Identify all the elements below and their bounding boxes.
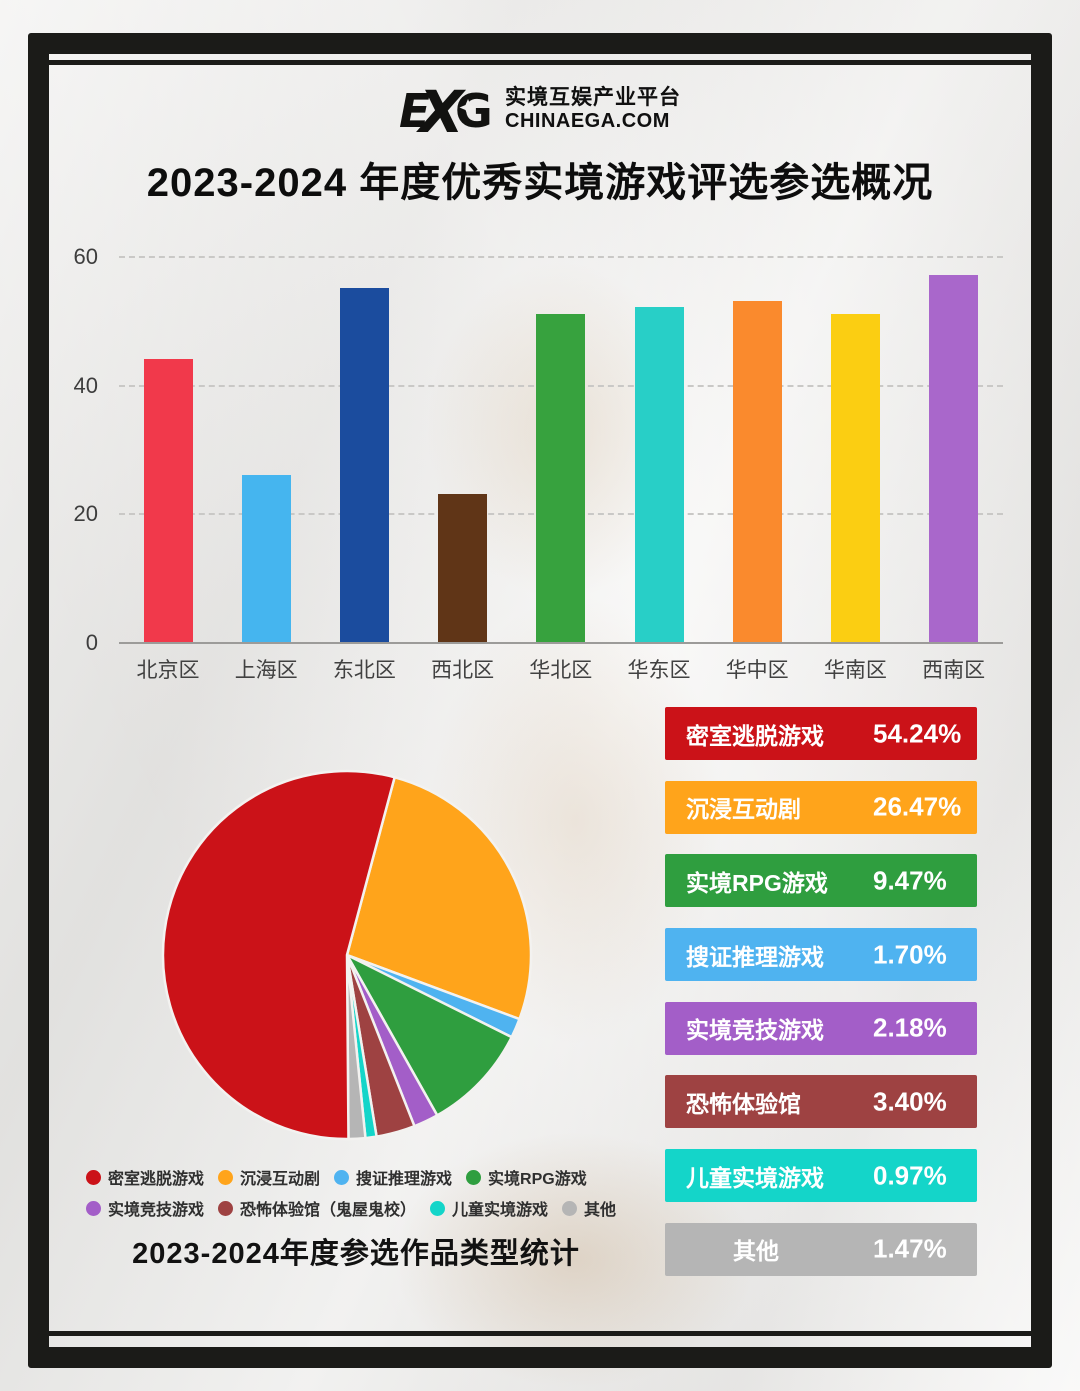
- breakdown-row: 密室逃脱游戏 54.24%: [665, 707, 977, 760]
- legend-label: 儿童实境游戏: [452, 1202, 549, 1219]
- frame-pinstripe-top: [49, 60, 1031, 65]
- bar-chart: 0 20 40 60 北京区 上海区 东北区 西北区 华北区 华东区 华中区 华南区 西南区: [50, 238, 1030, 688]
- header-logo: E X G 实境互娱产业平台 CHINAEGA.COM: [0, 80, 1080, 138]
- legend-label: 搜证推理游戏: [356, 1171, 453, 1188]
- legend-label: 沉浸互动剧: [240, 1171, 321, 1188]
- row-label: 实境竞技游戏: [686, 1017, 824, 1044]
- legend-item: 儿童实境游戏: [430, 1196, 548, 1220]
- row-label: 儿童实境游戏: [686, 1164, 824, 1191]
- bar-label: 华北区: [529, 659, 593, 682]
- bar: [830, 313, 880, 642]
- svg-text:G: G: [455, 84, 493, 138]
- breakdown-row: 儿童实境游戏 0.97%: [665, 1149, 977, 1203]
- row-value: 3.40%: [873, 1086, 947, 1117]
- legend-dot-icon: [334, 1169, 350, 1185]
- legend-label: 恐怖体验馆（鬼屋鬼校）: [240, 1202, 417, 1219]
- row-label: 恐怖体验馆: [686, 1090, 801, 1117]
- logo-platform-name: 实境互娱产业平台: [505, 86, 681, 110]
- legend-item: 恐怖体验馆（鬼屋鬼校）: [218, 1196, 416, 1220]
- row-value: 2.18%: [873, 1012, 947, 1043]
- legend-item: 实境RPG游戏: [466, 1165, 587, 1189]
- bar-label: 华东区: [627, 659, 691, 682]
- legend-label: 密室逃脱游戏: [108, 1171, 205, 1188]
- x-axis-line: [119, 642, 1003, 644]
- legend-dot-icon: [86, 1200, 101, 1216]
- breakdown-row: 搜证推理游戏 1.70%: [665, 928, 977, 982]
- legend-dot-icon: [86, 1169, 101, 1185]
- page-title: 2023-2024 年度优秀实境游戏评选参选概况: [146, 161, 934, 205]
- bar: [438, 494, 488, 642]
- pie-chart: [161, 769, 533, 1141]
- legend-item: 实境竞技游戏: [86, 1196, 204, 1220]
- svg-text:X: X: [416, 80, 467, 138]
- breakdown-row: 其他 1.47%: [665, 1222, 977, 1276]
- legend-dot-icon: [466, 1169, 482, 1185]
- bar-label: 上海区: [234, 659, 298, 682]
- row-label: 密室逃脱游戏: [686, 722, 824, 749]
- row-value: 1.70%: [873, 939, 947, 970]
- row-label: 沉浸互动剧: [686, 796, 801, 823]
- legend-dot-icon: [430, 1200, 446, 1216]
- bar-label: 西北区: [431, 659, 495, 682]
- row-value: 9.47%: [873, 865, 947, 896]
- legend-item: 其他: [562, 1196, 616, 1220]
- legend-row: 密室逃脱游戏 沉浸互动剧 搜证推理游戏 实境RPG游戏: [86, 1165, 666, 1189]
- breakdown-row: 沉浸互动剧 26.47%: [665, 780, 977, 834]
- logo-text: 实境互娱产业平台 CHINAEGA.COM: [505, 86, 681, 131]
- row-value: 26.47%: [873, 791, 962, 822]
- legend-item: 沉浸互动剧: [218, 1165, 320, 1189]
- y-tick-label: 40: [73, 372, 98, 398]
- bar: [536, 313, 586, 642]
- legend-label: 实境RPG游戏: [488, 1171, 587, 1188]
- frame-pinstripe-bottom: [49, 1331, 1031, 1336]
- pie-slice: [345, 953, 513, 1117]
- legend-item: 密室逃脱游戏: [86, 1165, 204, 1189]
- bar-label: 西南区: [922, 659, 986, 682]
- logo-domain: CHINAEGA.COM: [505, 109, 670, 132]
- row-label: 其他: [733, 1238, 779, 1265]
- breakdown-row: 实境RPG游戏 9.47%: [665, 854, 977, 908]
- bar: [339, 288, 389, 642]
- row-value: 54.24%: [873, 718, 962, 748]
- breakdown-row: 恐怖体验馆 3.40%: [665, 1075, 977, 1129]
- bar: [143, 358, 193, 642]
- row-value: 0.97%: [873, 1160, 947, 1191]
- breakdown-panel: 密室逃脱游戏 54.24% 沉浸互动剧 26.47% 实境RPG游戏 9.47% 搜证推理游…: [665, 707, 977, 1297]
- y-tick-label: 0: [85, 630, 98, 655]
- legend-label: 其他: [584, 1202, 617, 1219]
- pie-slice: [161, 769, 396, 1141]
- bar: [241, 474, 291, 642]
- star-icon: [459, 99, 477, 116]
- breakdown-row: 实境竞技游戏 2.18%: [665, 1001, 977, 1055]
- y-tick-label: 60: [73, 244, 98, 270]
- bar-label: 华南区: [823, 659, 887, 682]
- bar-label: 华中区: [725, 659, 789, 682]
- grid-line: [119, 256, 1003, 259]
- svg-text:E: E: [399, 84, 430, 138]
- bar: [929, 275, 979, 642]
- row-value: 1.47%: [873, 1233, 947, 1264]
- bar-label: 北京区: [136, 659, 200, 682]
- legend-dot-icon: [218, 1200, 234, 1216]
- legend-label: 实境竞技游戏: [108, 1202, 205, 1219]
- bar: [634, 307, 684, 642]
- y-tick-label: 20: [73, 501, 98, 527]
- legend-dot-icon: [562, 1200, 578, 1216]
- bar: [732, 301, 782, 642]
- ega-logo-mark: E X G: [399, 80, 493, 138]
- pie-caption: 2023-2024年度参选作品类型统计: [132, 1238, 580, 1270]
- legend-row: 实境竞技游戏 恐怖体验馆（鬼屋鬼校） 儿童实境游戏 其他: [86, 1196, 666, 1220]
- legend-item: 搜证推理游戏: [334, 1165, 452, 1189]
- bar-label: 东北区: [332, 659, 396, 682]
- row-label: 搜证推理游戏: [686, 943, 824, 970]
- pie-legend: 密室逃脱游戏 沉浸互动剧 搜证推理游戏 实境RPG游戏实境竞技游戏 恐怖体验馆（鬼屋鬼校…: [50, 1165, 666, 1227]
- row-label: 实境RPG游戏: [686, 869, 828, 896]
- pie-slice: [345, 776, 533, 1021]
- legend-dot-icon: [218, 1169, 234, 1185]
